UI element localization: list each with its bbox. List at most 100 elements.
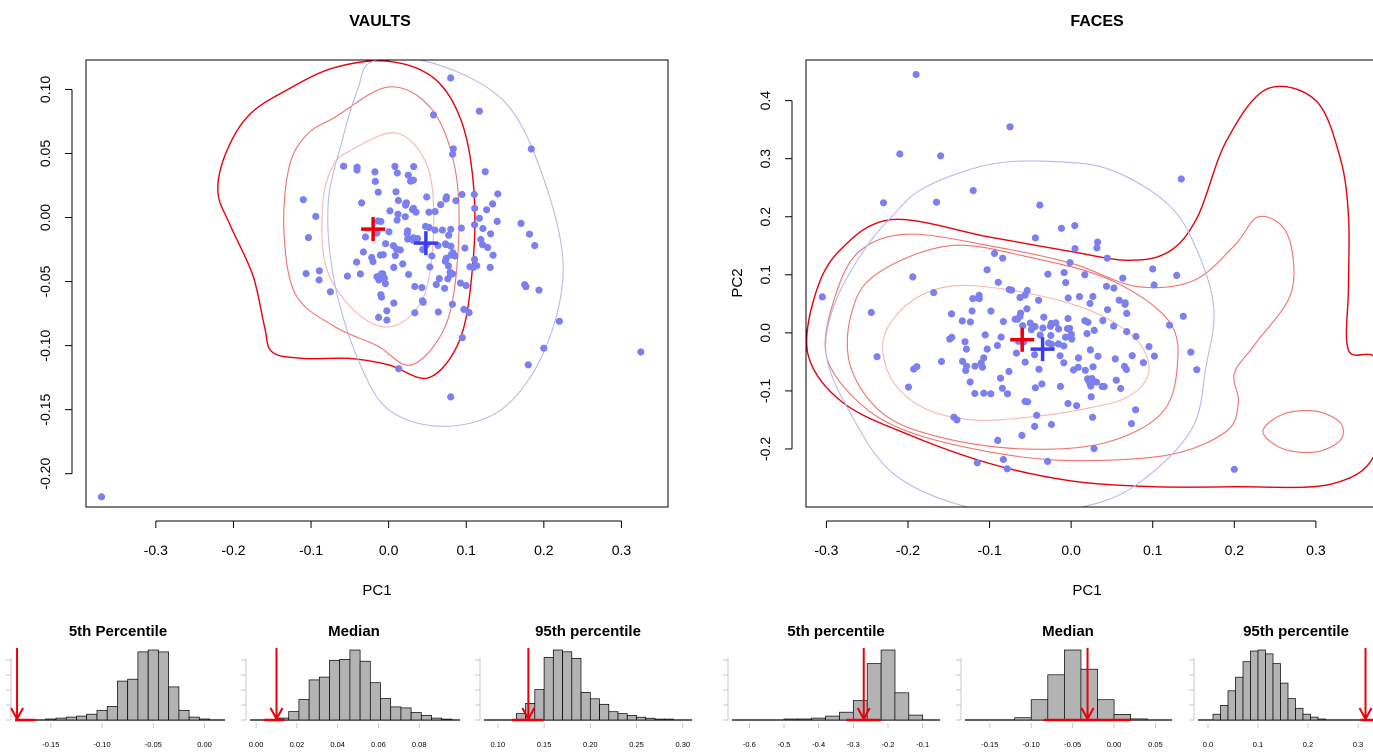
hist-bar xyxy=(617,713,628,721)
vaults-point xyxy=(432,281,440,289)
hist-title-faces-5th: 5th percentile xyxy=(787,623,885,640)
faces-point xyxy=(1035,296,1043,304)
vaults-point xyxy=(447,74,455,82)
vaults-point xyxy=(447,242,455,250)
vaults-point xyxy=(358,199,366,207)
faces-plot-area xyxy=(806,70,1373,507)
faces-point xyxy=(1047,420,1056,429)
vaults-point xyxy=(353,166,361,174)
hist-bar xyxy=(106,706,118,721)
hist-x-tick-label: -0.3 xyxy=(847,740,860,749)
hist-x-tick-label: 0.08 xyxy=(412,740,427,749)
faces-point xyxy=(966,378,974,386)
faces-point xyxy=(1100,383,1108,391)
hist-bar xyxy=(199,718,210,721)
faces-point xyxy=(1038,380,1046,388)
vaults-point xyxy=(470,190,478,199)
vaults-point xyxy=(449,150,457,158)
faces-point xyxy=(1039,324,1047,332)
vaults-point xyxy=(382,240,390,248)
hist-bar xyxy=(329,659,341,721)
hist-x-tick-label: 0.02 xyxy=(290,740,305,749)
hist-bar xyxy=(880,649,896,721)
faces-point xyxy=(1036,331,1044,339)
vaults-point xyxy=(637,348,645,356)
vaults-point xyxy=(473,262,481,270)
vaults-contour-3 xyxy=(327,60,564,427)
vaults-point xyxy=(457,224,465,232)
vaults-point xyxy=(383,316,391,324)
faces-point xyxy=(1054,340,1062,348)
hist-x-tick-label: -0.10 xyxy=(94,740,111,749)
hist-arrow-head xyxy=(856,707,871,722)
vaults-x-tick-label: -0.2 xyxy=(221,542,245,558)
vaults-point xyxy=(484,243,492,252)
faces-point xyxy=(1083,330,1091,338)
hist-bar xyxy=(188,716,200,721)
hist-bar xyxy=(543,657,554,721)
vaults-contour-2 xyxy=(321,132,435,328)
faces-point xyxy=(962,345,970,353)
faces-point xyxy=(1094,352,1102,360)
faces-point xyxy=(1119,274,1127,282)
faces-y-tick-label: -0.1 xyxy=(757,379,773,403)
faces-point xyxy=(994,436,1002,444)
vaults-point xyxy=(465,309,473,317)
faces-x-label: PC1 xyxy=(1072,582,1101,599)
faces-point xyxy=(1089,413,1097,421)
hist-bar xyxy=(1302,713,1311,721)
hist-bar xyxy=(127,678,139,721)
vaults-point xyxy=(525,230,534,238)
faces-point xyxy=(1011,315,1019,323)
vaults-point xyxy=(426,263,434,271)
faces-point xyxy=(1102,282,1111,290)
faces-point xyxy=(1099,317,1107,325)
faces-point xyxy=(969,295,977,303)
faces-point xyxy=(1123,309,1131,317)
faces-point xyxy=(1047,331,1055,340)
vaults-point xyxy=(493,217,501,225)
hist-bar xyxy=(552,649,563,721)
hist-bar xyxy=(137,651,149,721)
vaults-title: VAULTS xyxy=(349,13,411,30)
hist-title-faces-95th: 95th percentile xyxy=(1243,623,1349,640)
vaults-point xyxy=(395,365,403,373)
hist-arrow-head xyxy=(1080,707,1095,722)
hist-bar xyxy=(1030,699,1049,721)
faces-point xyxy=(983,266,991,274)
histogram-4: -0.15 -0.10 -0.05 0.00 0.05 xyxy=(956,648,1172,749)
faces-point xyxy=(1057,224,1065,232)
faces-point xyxy=(1132,406,1140,414)
vaults-point xyxy=(377,291,385,299)
faces-point xyxy=(1149,265,1157,273)
vaults-point xyxy=(461,244,469,252)
faces-point xyxy=(994,278,1002,286)
hist-bar xyxy=(908,714,924,721)
hist-x-tick-label: 0.10 xyxy=(491,740,506,749)
hist-bar xyxy=(599,703,610,721)
faces-point xyxy=(1117,384,1125,393)
hist-bar xyxy=(1242,661,1251,721)
vaults-x-axis: -0.3 -0.2 -0.1 0.0 0.1 0.2 0.3 xyxy=(144,520,631,558)
faces-point xyxy=(879,199,888,207)
faces-point xyxy=(1103,254,1111,262)
vaults-point xyxy=(386,207,394,215)
vaults-point xyxy=(371,177,379,185)
faces-y-tick-label: 0.1 xyxy=(757,265,773,285)
faces-contour-5 xyxy=(825,160,1215,507)
faces-point xyxy=(818,293,826,301)
vaults-point xyxy=(487,230,495,238)
faces-point xyxy=(1121,299,1129,307)
faces-point xyxy=(896,150,904,158)
hist-bar xyxy=(1227,690,1236,721)
hist-x-tick-label: 0.06 xyxy=(371,740,386,749)
vaults-point xyxy=(431,226,439,234)
faces-point xyxy=(1056,352,1064,360)
vaults-point xyxy=(517,219,525,227)
hist-x-tick-label: -0.2 xyxy=(882,740,895,749)
faces-point xyxy=(1074,354,1083,362)
vaults-point xyxy=(302,270,310,278)
hist-x-tick-label: 0.15 xyxy=(537,740,552,749)
faces-point xyxy=(912,70,920,79)
